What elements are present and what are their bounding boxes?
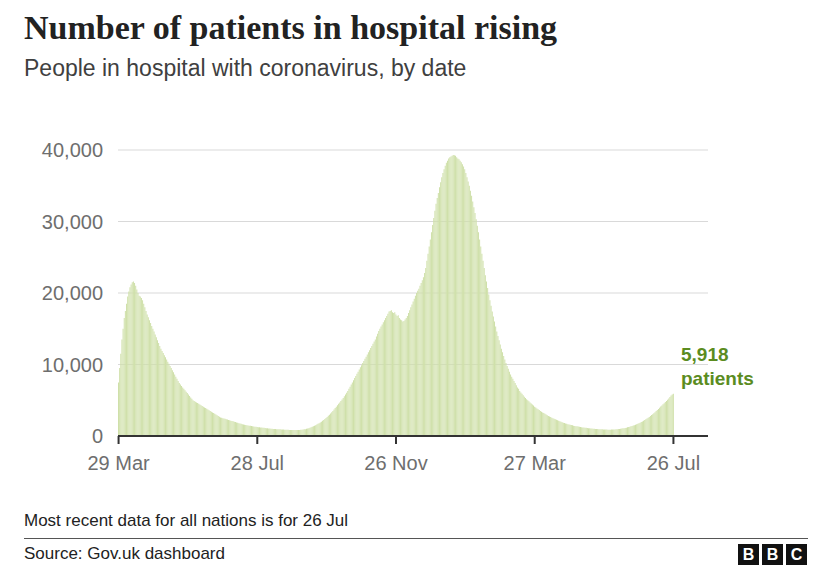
svg-text:27 Mar: 27 Mar (504, 452, 567, 474)
html-text:People in hospital with corona: People in hospital with coronavirus, by … (24, 55, 467, 81)
html-text:Number of patients in hospital: Number of patients in hospital rising (24, 9, 558, 46)
html-text:C: C (790, 546, 803, 563)
svg-text:30,000: 30,000 (42, 211, 103, 233)
svg-text:29 Mar: 29 Mar (87, 452, 150, 474)
svg-text:26 Nov: 26 Nov (364, 452, 427, 474)
html-text:Most recent data for all natio: Most recent data for all nations is for … (24, 511, 349, 530)
svg-text:26 Jul: 26 Jul (647, 452, 700, 474)
svg-text:20,000: 20,000 (42, 282, 103, 304)
svg-text:40,000: 40,000 (42, 139, 103, 161)
html-text:patients: patients (681, 368, 754, 389)
html-text:B: B (766, 546, 779, 563)
svg-text:10,000: 10,000 (42, 354, 103, 376)
html-text:5,918: 5,918 (681, 344, 729, 365)
svg-text:28 Jul: 28 Jul (231, 452, 284, 474)
svg-text:0: 0 (92, 425, 103, 447)
html-text:Source: Gov.uk dashboard: Source: Gov.uk dashboard (24, 544, 225, 563)
html-text:B: B (742, 546, 755, 563)
